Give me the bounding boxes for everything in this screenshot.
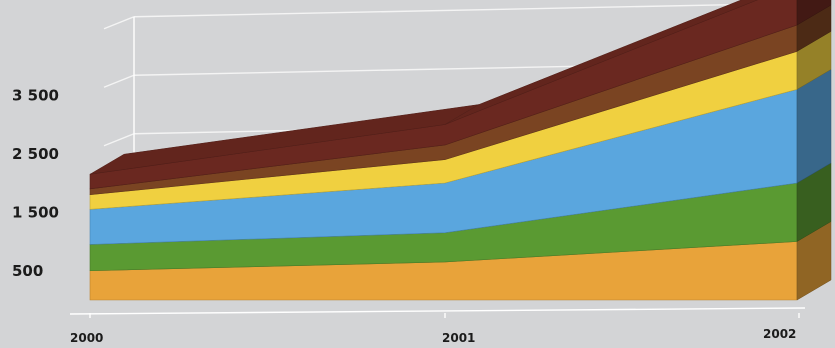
grid-line: [133, 2, 827, 18]
y-tick-label: 500: [12, 262, 43, 280]
y-tick-label: 2 500: [12, 145, 59, 163]
y-tick-label: 3 500: [12, 86, 59, 104]
grid-depth-line: [103, 133, 135, 147]
x-tick-label: 2001: [442, 331, 475, 345]
area-top-surface: [444, 0, 758, 125]
area-side-face: [796, 0, 832, 26]
grid-depth-line: [103, 74, 135, 88]
chart-plot-area: [89, 0, 832, 301]
x-tick-label: 2002: [763, 327, 796, 341]
y-axis: 500 1 500 2 500 3 500: [12, 86, 59, 280]
x-axis: 2000 2001 2002: [70, 313, 800, 345]
grid-depth-line: [103, 16, 135, 30]
floor-line: [69, 307, 806, 315]
x-tick-label: 2000: [70, 331, 103, 345]
y-tick-label: 1 500: [12, 203, 59, 221]
